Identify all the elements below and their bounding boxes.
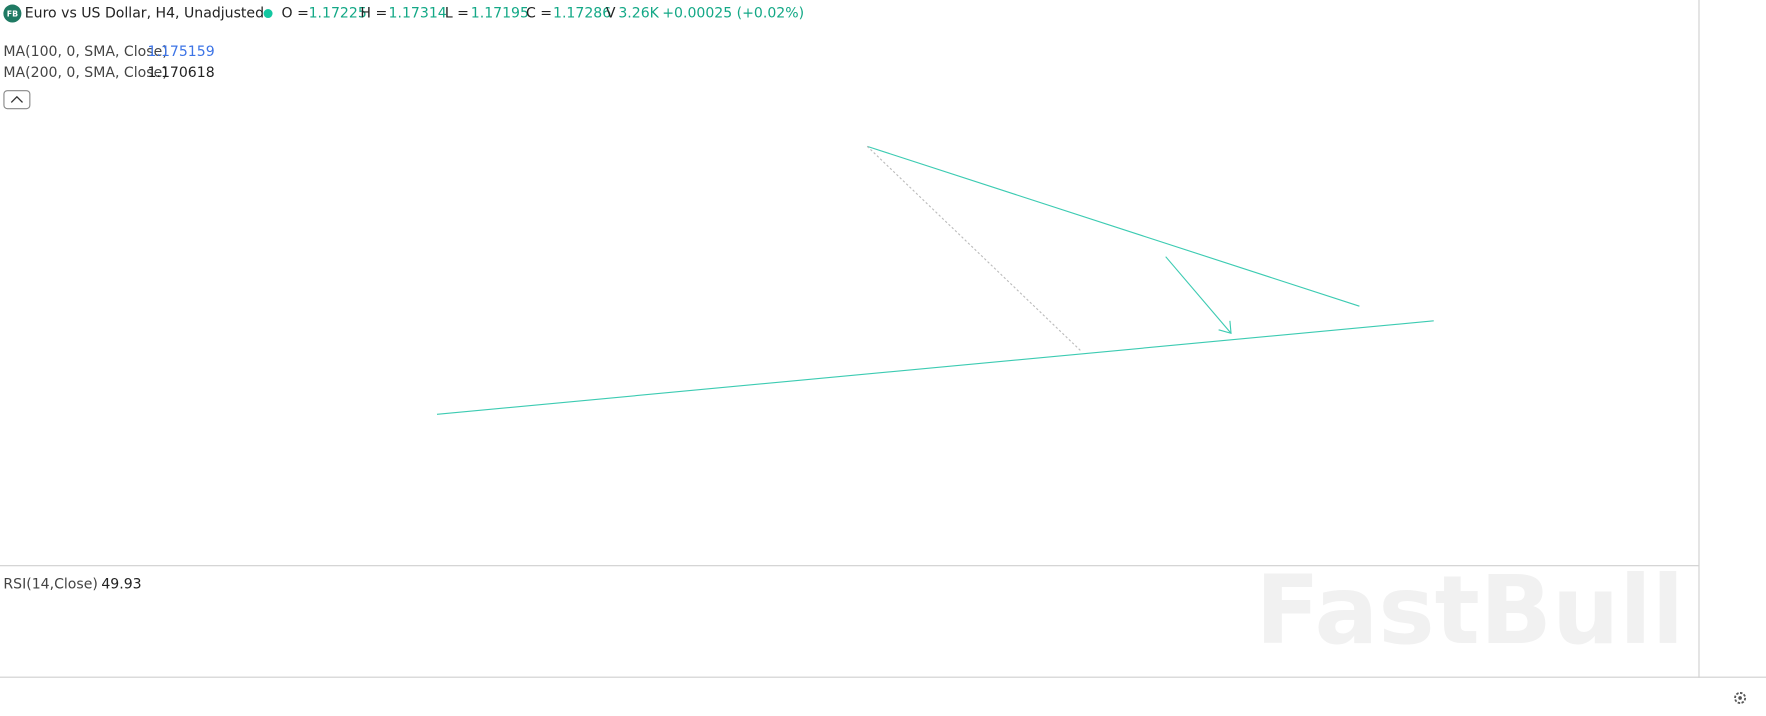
ohlc-value: 1.17314 — [389, 6, 447, 22]
watermark: FastBull — [1255, 556, 1684, 666]
logo-text: FB — [7, 10, 18, 19]
ohlc-label: C = — [526, 6, 552, 22]
ohlc-value: 1.17286 — [553, 6, 611, 22]
volume-label: V — [606, 6, 616, 22]
settings-icon[interactable] — [1734, 692, 1747, 704]
legend-value: 1.170618 — [148, 65, 215, 81]
ohlc-label: H = — [360, 6, 387, 22]
drawings — [436, 145, 1434, 415]
rsi-legend-value: 49.93 — [101, 576, 141, 592]
volume-value: 3.26K — [618, 6, 659, 22]
ohlc-value: 1.17195 — [471, 6, 529, 22]
legend-name: MA(200, 0, SMA, Close) — [3, 65, 167, 81]
symbol-logo — [3, 4, 22, 23]
settings-icon-core — [1738, 696, 1742, 700]
settings[interactable] — [1734, 692, 1747, 704]
legend-name: MA(100, 0, SMA, Close) — [3, 44, 167, 60]
ohlc-label: L = — [445, 6, 469, 22]
status-dot — [263, 9, 273, 19]
arrow-head — [1218, 320, 1232, 334]
collapse-button[interactable] — [3, 90, 31, 110]
legend-value: 1.175159 — [148, 44, 215, 60]
trend-line — [867, 145, 1360, 307]
watermark-layer: FastBull — [1255, 556, 1684, 666]
header: FB Euro vs US Dollar, H4, Unadjusted O =… — [3, 4, 804, 23]
symbol-title: Euro vs US Dollar, H4, Unadjusted — [25, 6, 264, 22]
trend-line — [436, 320, 1434, 415]
rsi-legend-name: RSI(14,Close) — [3, 576, 98, 592]
change-value: +0.00025 (+0.02%) — [662, 6, 804, 22]
collapse-icon — [10, 95, 24, 103]
arrow — [1165, 256, 1232, 334]
ohlc-label: O = — [282, 6, 309, 22]
legend: MA(100, 0, SMA, Close) 1.175159 MA(200, … — [3, 44, 215, 592]
ohlc-value: 1.17225 — [309, 6, 367, 22]
